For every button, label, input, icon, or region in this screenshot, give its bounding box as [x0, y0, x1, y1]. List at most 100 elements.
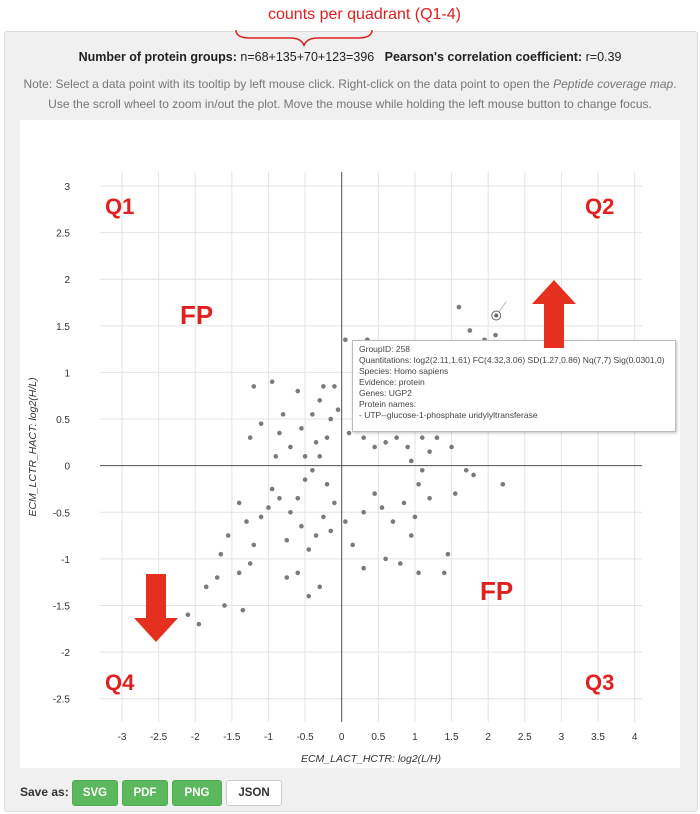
x-tick-label: -3 [118, 732, 127, 743]
data-point [332, 500, 337, 506]
data-point [196, 621, 202, 627]
quadrant-label-q2: Q2 [585, 194, 615, 219]
quadrant-count-annotation: counts per quadrant (Q1-4) [268, 6, 461, 23]
data-point [218, 551, 224, 557]
data-point [463, 468, 469, 473]
x-tick-label: -2.5 [150, 732, 168, 743]
data-point [317, 584, 323, 590]
x-tick-label: -2 [191, 732, 200, 743]
correlation-value: r=0.39 [585, 50, 622, 64]
data-point [372, 491, 377, 496]
data-point [284, 575, 290, 580]
data-point [321, 384, 326, 389]
data-point [419, 468, 425, 473]
data-point [383, 440, 388, 445]
data-point [277, 495, 282, 501]
tooltip-names-label: Protein names: [359, 399, 417, 409]
groups-value: n=68+135+70+123=396 [240, 50, 375, 64]
data-point [214, 575, 220, 580]
data-point [295, 495, 301, 501]
data-point [313, 440, 319, 445]
data-point [412, 514, 418, 520]
save-png-button[interactable]: PNG [172, 780, 222, 806]
data-point [247, 435, 253, 440]
data-point [317, 398, 323, 403]
x-tick-label: 0.5 [371, 732, 385, 743]
quadrant-label-q4: Q4 [105, 670, 135, 695]
y-tick-label: 3 [64, 182, 70, 193]
data-point [321, 514, 326, 520]
data-point [427, 449, 432, 454]
x-tick-label: 0 [339, 732, 345, 743]
x-tick-label: -1 [264, 732, 273, 743]
correlation-label: Pearson's correlation coefficient: [384, 50, 583, 64]
data-point [441, 570, 447, 576]
data-point [244, 519, 249, 524]
quadrant-label-q1: Q1 [105, 194, 135, 219]
x-tick-label: 3.5 [591, 732, 605, 743]
save-pdf-button[interactable]: PDF [122, 780, 168, 806]
data-point [343, 337, 348, 343]
data-point [350, 542, 355, 548]
data-point [295, 388, 301, 394]
data-point [302, 477, 308, 482]
tooltip-group: GroupID: 258 [359, 344, 411, 354]
data-point [306, 593, 312, 599]
groups-label: Number of protein groups: [78, 50, 237, 64]
point-tooltip: GroupID: 258 Quantitations: log2(2.11,1.… [352, 340, 676, 432]
data-point [379, 505, 385, 510]
data-point [346, 430, 352, 436]
data-point [408, 458, 414, 464]
false-positive-label-top: FP [180, 300, 214, 330]
data-point [273, 454, 279, 459]
y-tick-label: -1.5 [53, 601, 71, 612]
data-point [299, 523, 304, 529]
x-tick-label: 2.5 [518, 732, 532, 743]
peptide-coverage-map-text: Peptide coverage map [553, 77, 674, 91]
data-point [408, 533, 414, 538]
data-point [269, 379, 275, 385]
data-point [335, 407, 341, 413]
down-arrow-icon [134, 574, 178, 642]
data-point [280, 412, 286, 417]
data-point [324, 435, 330, 440]
data-point [302, 454, 308, 459]
x-tick-label: -0.5 [296, 732, 314, 743]
data-point [258, 514, 264, 520]
data-point [372, 444, 377, 450]
y-tick-label: -0.5 [53, 508, 71, 519]
x-tick-label: 1.5 [445, 732, 459, 743]
data-point [236, 500, 242, 506]
data-point [416, 570, 421, 576]
y-tick-label: 1.5 [56, 322, 70, 333]
data-point [434, 435, 440, 440]
y-tick-label: -2 [61, 648, 70, 659]
data-point [456, 304, 462, 310]
data-point [324, 481, 330, 487]
data-point [299, 426, 304, 431]
false-positive-label-bottom: FP [480, 576, 514, 606]
summary-line: Number of protein groups: n=68+135+70+12… [0, 50, 700, 64]
data-point [452, 491, 458, 496]
data-point [416, 481, 421, 487]
x-tick-label: 2 [485, 732, 491, 743]
save-svg-button[interactable]: SVG [72, 780, 118, 806]
data-point [236, 570, 242, 576]
data-point [332, 384, 337, 389]
data-point [394, 435, 399, 440]
data-point [405, 444, 410, 450]
data-point [277, 430, 282, 436]
data-point [401, 500, 407, 506]
data-point [258, 421, 264, 426]
tooltip-genes: Genes: UGP2 [359, 388, 412, 398]
data-point [328, 528, 334, 534]
usage-note: Note: Select a data point with its toolt… [22, 74, 678, 114]
scatter-plot-area[interactable]: -3 -2.5 -2 -1.5 -1 -0.5 0 0.5 1 1.5 2 2.5 3 3.5 4 -2.5 -… [20, 120, 680, 768]
data-point [266, 505, 271, 510]
save-json-button[interactable]: JSON [226, 780, 282, 806]
note-part-1: Note: Select a data point with its toolt… [23, 77, 554, 91]
data-point [361, 509, 366, 515]
data-point [247, 561, 253, 566]
y-axis-label: ECM_LCTR_HACT: log2(H/L) [27, 377, 39, 516]
data-point [185, 612, 191, 618]
